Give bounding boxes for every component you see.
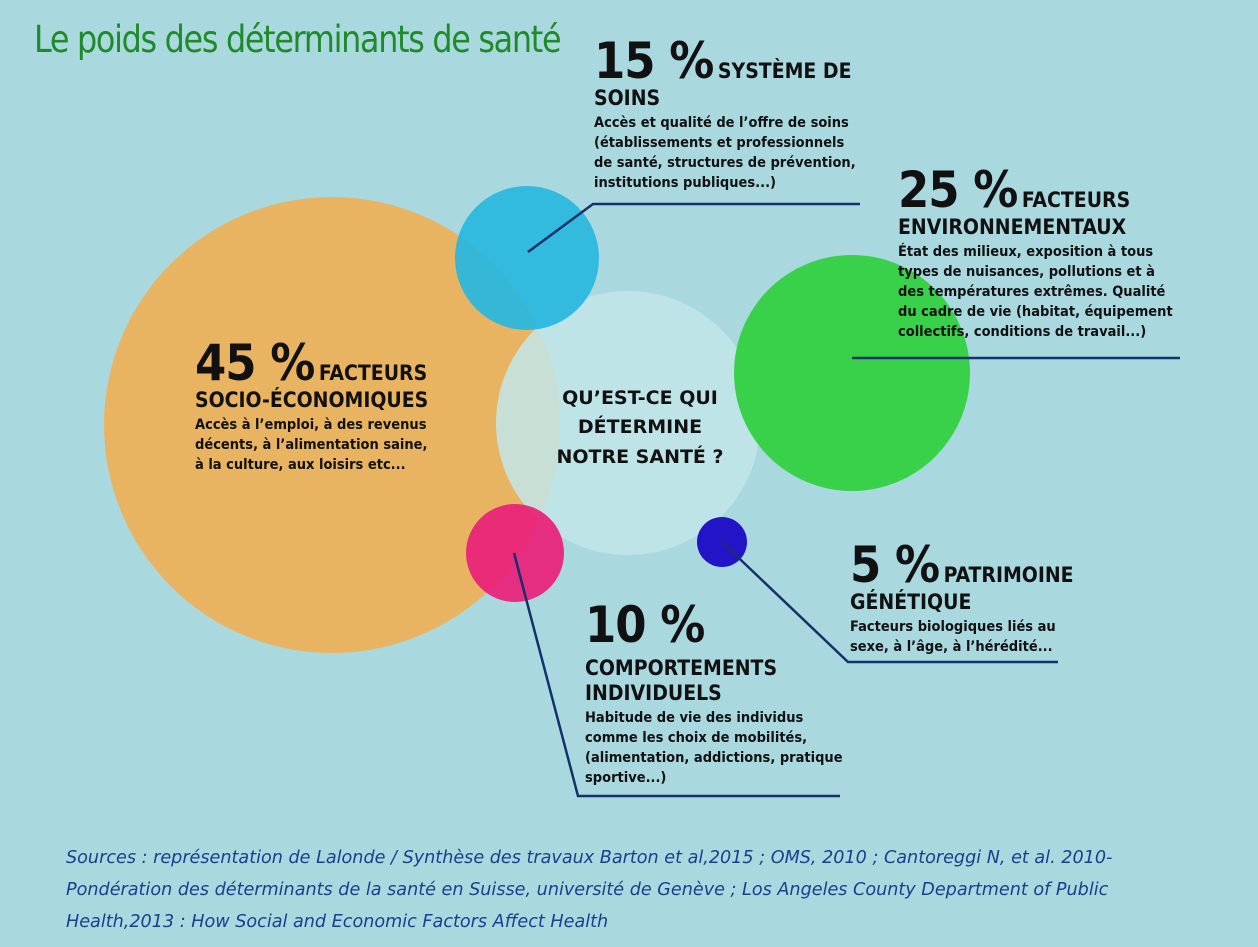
care-system-label-2: SOINS <box>594 86 661 110</box>
socio-economic-percent: 45 % <box>195 334 315 392</box>
socio-economic-label-1: FACTEURS <box>318 361 428 385</box>
genetics-percent: 5 % <box>850 536 940 594</box>
description-line: sportive...) <box>585 770 667 787</box>
center-circle <box>496 291 760 555</box>
socio-economic-description: Accès à l’emploi, à des revenus décents,… <box>195 415 428 475</box>
environment-label-2: ENVIRONNEMENTAUX <box>898 215 1127 239</box>
behaviour-connector <box>512 552 840 798</box>
sources-line: Health,2013 : How Social and Economic Fa… <box>66 912 609 933</box>
care-system-connector <box>527 202 860 254</box>
center-question-line: NOTRE SANTÉ ? <box>556 445 724 468</box>
environment-description: État des milieux, exposition à tous type… <box>898 242 1173 342</box>
description-line: sexe, à l’âge, à l’hérédité... <box>850 639 1053 656</box>
genetics-block: 5 % PATRIMOINE GÉNÉTIQUE Facteurs biolog… <box>850 540 1074 657</box>
description-line: Accès à l’emploi, à des revenus <box>195 417 427 434</box>
environment-block: 25 % FACTEURS ENVIRONNEMENTAUX État des … <box>898 165 1173 342</box>
description-line: du cadre de vie (habitat, équipement <box>898 304 1173 321</box>
genetics-label-2: GÉNÉTIQUE <box>850 590 972 614</box>
behaviour-description: Habitude de vie des individus comme les … <box>585 708 843 788</box>
socio-economic-circle <box>104 197 560 653</box>
environment-percent: 25 % <box>898 161 1018 219</box>
environment-label-1: FACTEURS <box>1021 188 1131 212</box>
care-system-circle <box>455 186 599 330</box>
sources-line: Pondération des déterminants de la santé… <box>66 880 1109 901</box>
sources-footnote: Sources : représentation de Lalonde / Sy… <box>66 842 1246 938</box>
genetics-connector <box>721 541 1058 664</box>
sources-line: Sources : représentation de Lalonde / Sy… <box>66 848 1113 868</box>
environment-circle <box>734 255 970 491</box>
care-system-percent: 15 % <box>594 32 714 90</box>
center-question: QU’EST-CE QUI DÉTERMINE NOTRE SANTÉ ? <box>520 384 760 472</box>
description-line: Accès et qualité de l’offre de soins <box>594 115 849 132</box>
description-line: (établissements et professionnels <box>594 135 845 152</box>
description-line: des températures extrêmes. Qualité <box>898 284 1166 301</box>
center-question-line: DÉTERMINE <box>577 416 703 439</box>
behaviour-label-1: COMPORTEMENTS <box>585 656 778 680</box>
genetics-label-1: PATRIMOINE <box>943 563 1074 587</box>
page-title: Le poids des déterminants de santé <box>34 18 562 61</box>
description-line: de santé, structures de prévention, <box>594 155 856 172</box>
care-system-block: 15 % SYSTÈME DE SOINS Accès et qualité d… <box>594 36 856 193</box>
care-system-label-1: SYSTÈME DE <box>717 59 852 83</box>
description-line: collectifs, conditions de travail...) <box>898 324 1147 341</box>
center-question-line: QU’EST-CE QUI <box>562 387 718 409</box>
socio-economic-label-2: SOCIO-ÉCONOMIQUES <box>195 388 429 412</box>
socio-economic-block: 45 % FACTEURS SOCIO-ÉCONOMIQUES Accès à … <box>195 338 428 475</box>
description-line: institutions publiques...) <box>594 175 776 192</box>
genetics-description: Facteurs biologiques liés au sexe, à l’â… <box>850 617 1074 657</box>
description-line: Habitude de vie des individus <box>585 710 804 727</box>
care-system-description: Accès et qualité de l’offre de soins (ét… <box>594 113 856 193</box>
description-line: décents, à l’alimentation saine, <box>195 437 428 454</box>
behaviour-label-2: INDIVIDUELS <box>585 681 722 706</box>
description-line: comme les choix de mobilités, <box>585 730 808 747</box>
description-line: types de nuisances, pollutions et à <box>898 264 1155 281</box>
description-line: Facteurs biologiques liés au <box>850 619 1056 636</box>
behaviour-block: 10 % COMPORTEMENTS INDIVIDUELS Habitude … <box>585 600 843 788</box>
description-line: État des milieux, exposition à tous <box>898 244 1154 261</box>
description-line: (alimentation, addictions, pratique <box>585 750 843 767</box>
behaviour-percent: 10 % <box>585 596 705 654</box>
description-line: à la culture, aux loisirs etc... <box>195 457 406 474</box>
